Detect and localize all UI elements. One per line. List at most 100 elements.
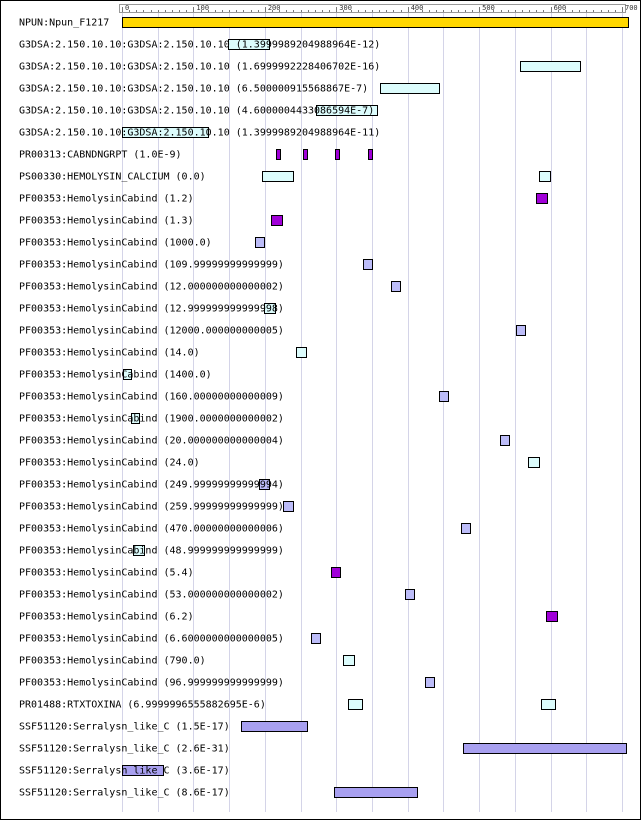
feature-label: PF00353:HemolysinCabind (160.00000000000… [19, 392, 284, 403]
feature-row: PF00353:HemolysinCabind (160.00000000000… [19, 391, 449, 403]
feature-segment[interactable] [539, 171, 551, 182]
feature-segment[interactable] [541, 699, 556, 710]
feature-row: SSF51120:Serralysn_like_C (1.5E-17) [19, 721, 308, 733]
feature-segment[interactable] [262, 171, 294, 182]
axis-ruler: 0 100 200 300 400 500 600 700 [119, 4, 638, 13]
feature-row: G3DSA:2.150.10.10:G3DSA:2.150.10.10 (1.6… [19, 61, 581, 73]
feature-segment[interactable] [439, 391, 449, 402]
feature-segment[interactable] [520, 61, 581, 72]
feature-segment[interactable] [528, 457, 540, 468]
feature-segment[interactable] [259, 479, 270, 490]
tick-label: 0 [125, 4, 129, 12]
feature-row: PF00353:HemolysinCabind (109.99999999999… [19, 259, 373, 271]
feature-segment[interactable] [463, 743, 627, 754]
feature-segment[interactable] [343, 655, 355, 666]
feature-row: G3DSA:2.150.10.10:G3DSA:2.150.10.10 (1.3… [19, 127, 380, 139]
feature-row: PF00353:HemolysinCabind (470.00000000000… [19, 523, 471, 535]
feature-label: PF00353:HemolysinCabind (1000.0) [19, 238, 212, 249]
feature-segment[interactable] [303, 149, 308, 160]
feature-label: PF00353:HemolysinCabind (24.0) [19, 458, 200, 469]
feature-row: PF00353:HemolysinCabind (1000.0) [19, 237, 265, 249]
feature-label: PF00353:HemolysinCabind (6.2) [19, 612, 194, 623]
feature-segment[interactable] [122, 127, 209, 138]
feature-row: PF00353:HemolysinCabind (790.0) [19, 655, 355, 667]
query-bar[interactable] [122, 17, 629, 28]
feature-segment[interactable] [425, 677, 435, 688]
feature-label: PF00353:HemolysinCabind (20.000000000000… [19, 436, 284, 447]
feature-row: PF00353:HemolysinCabind (12.999999999999… [19, 303, 284, 315]
feature-segment[interactable] [122, 765, 164, 776]
tick-label: 600 [554, 4, 567, 12]
feature-segment[interactable] [516, 325, 526, 336]
feature-segment[interactable] [335, 149, 340, 160]
feature-label: PF00353:HemolysinCabind (6.6000000000000… [19, 634, 284, 645]
feature-row: G3DSA:2.150.10.10:G3DSA:2.150.10.10 (6.5… [19, 83, 440, 95]
feature-segment[interactable] [283, 501, 294, 512]
feature-label: PF00353:HemolysinCabind (470.00000000000… [19, 524, 284, 535]
tick-label: 200 [268, 4, 281, 12]
tick-label: 400 [411, 4, 424, 12]
feature-segment[interactable] [405, 589, 415, 600]
feature-label: G3DSA:2.150.10.10:G3DSA:2.150.10.10 (1.3… [19, 40, 380, 51]
feature-segment[interactable] [363, 259, 373, 270]
feature-segment[interactable] [536, 193, 548, 204]
feature-row: PF00353:HemolysinCabind (20.000000000000… [19, 435, 510, 447]
feature-row: G3DSA:2.150.10.10:G3DSA:2.150.10.10 (4.6… [19, 105, 378, 117]
feature-row: PF00353:HemolysinCabind (48.999999999999… [19, 545, 284, 557]
grid-layer [122, 12, 623, 812]
feature-row: PF00353:HemolysinCabind (53.000000000000… [19, 589, 415, 601]
feature-row: PF00353:HemolysinCabind (1400.0) [19, 369, 212, 381]
feature-label: PF00353:HemolysinCabind (96.999999999999… [19, 678, 284, 689]
feature-segment[interactable] [264, 303, 276, 314]
feature-segment[interactable] [368, 149, 373, 160]
feature-label: PF00353:HemolysinCabind (1.3) [19, 216, 194, 227]
feature-segment[interactable] [348, 699, 363, 710]
feature-label: SSF51120:Serralysn_like_C (2.6E-31) [19, 744, 230, 755]
feature-label: PF00353:HemolysinCabind (12000.000000000… [19, 326, 284, 337]
feature-row: PF00353:HemolysinCabind (1.3) [19, 215, 283, 227]
ruler-frame [119, 4, 626, 13]
tick-label: 500 [482, 4, 495, 12]
feature-label: SSF51120:Serralysn_like_C (1.5E-17) [19, 722, 230, 733]
feature-row: PF00353:HemolysinCabind (96.999999999999… [19, 677, 435, 689]
feature-row: G3DSA:2.150.10.10:G3DSA:2.150.10.10 (1.3… [19, 39, 380, 51]
feature-segment[interactable] [546, 611, 558, 622]
feature-segment[interactable] [241, 721, 308, 732]
tick-label: 300 [339, 4, 352, 12]
feature-segment[interactable] [255, 237, 265, 248]
feature-segment[interactable] [316, 105, 378, 116]
tick-label: 100 [196, 4, 209, 12]
feature-segment[interactable] [131, 413, 140, 424]
feature-row: SSF51120:Serralysn_like_C (8.6E-17) [19, 787, 418, 799]
feature-segment[interactable] [461, 523, 471, 534]
feature-row: PF00353:HemolysinCabind (249.99999999999… [19, 479, 284, 491]
feature-segment[interactable] [391, 281, 401, 292]
feature-segment[interactable] [133, 545, 145, 556]
feature-segment[interactable] [331, 567, 341, 578]
feature-label: PF00353:HemolysinCabind (5.4) [19, 568, 194, 579]
feature-label: PF00353:HemolysinCabind (249.99999999999… [19, 480, 284, 491]
feature-segment[interactable] [380, 83, 440, 94]
feature-segment[interactable] [271, 215, 283, 226]
feature-segment[interactable] [500, 435, 510, 446]
feature-label: SSF51120:Serralysn_like_C (3.6E-17) [19, 766, 230, 777]
feature-row: SSF51120:Serralysn_like_C (3.6E-17) [19, 765, 230, 777]
feature-label: PR00313:CABNDNGRPT (1.0E-9) [19, 150, 182, 161]
feature-row: SSF51120:Serralysn_like_C (2.6E-31) [19, 743, 627, 755]
feature-label: PF00353:HemolysinCabind (1900.0000000000… [19, 414, 284, 425]
feature-label: G3DSA:2.150.10.10:G3DSA:2.150.10.10 (1.6… [19, 62, 380, 73]
feature-row: PF00353:HemolysinCabind (14.0) [19, 347, 307, 359]
feature-row: PS00330:HEMOLYSIN_CALCIUM (0.0) [19, 171, 551, 183]
feature-label: PF00353:HemolysinCabind (53.000000000000… [19, 590, 284, 601]
feature-segment[interactable] [334, 787, 418, 798]
feature-segment[interactable] [276, 149, 281, 160]
feature-row: PR01488:RTXTOXINA (6.9999996555882695E-6… [19, 699, 556, 711]
feature-label: G3DSA:2.150.10.10:G3DSA:2.150.10.10 (6.5… [19, 84, 368, 95]
feature-segment[interactable] [123, 369, 132, 380]
feature-segment[interactable] [296, 347, 307, 358]
feature-row: PF00353:HemolysinCabind (259.99999999999… [19, 501, 294, 513]
feature-segment[interactable] [228, 39, 270, 50]
feature-segment[interactable] [311, 633, 321, 644]
